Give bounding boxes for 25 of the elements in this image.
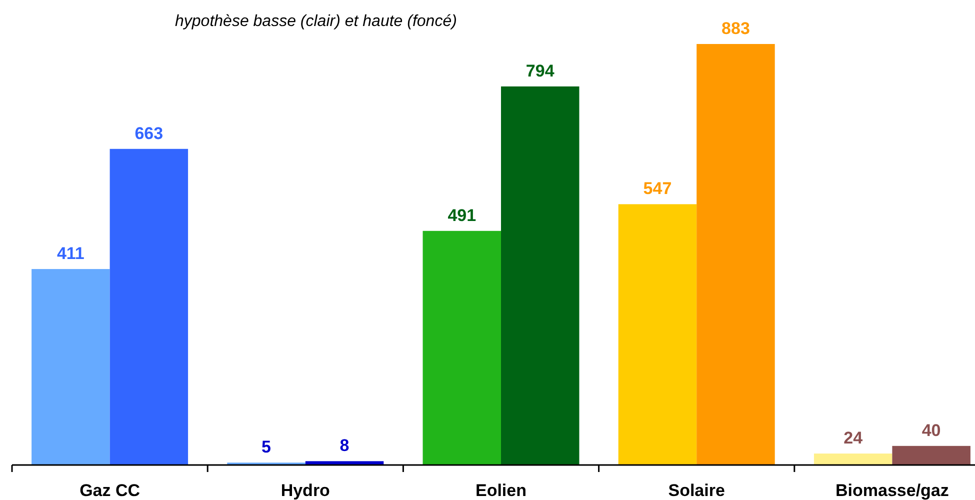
data-label: 411: [56, 244, 84, 264]
bar: [814, 454, 892, 465]
bar: [305, 461, 384, 465]
data-label: 24: [844, 428, 864, 448]
data-label: 663: [134, 124, 164, 143]
data-label: 491: [448, 206, 476, 225]
x-tick-label: Gaz CC: [80, 481, 140, 500]
data-label: 5: [262, 438, 272, 457]
data-label: 40: [922, 420, 941, 440]
bar: [422, 230, 501, 465]
x-tick-label: Solaire: [668, 481, 725, 500]
data-label: 8: [340, 436, 350, 456]
data-label: 547: [643, 179, 672, 198]
bar: [32, 269, 110, 465]
bar: [892, 446, 970, 465]
x-tick-label: Hydro: [280, 481, 330, 500]
data-label: 883: [722, 19, 750, 38]
x-tick-label: Eolien: [475, 481, 527, 500]
bar: [110, 148, 188, 465]
chart-subtitle: hypothèse basse (clair) et haute (foncé): [175, 13, 457, 30]
bar: [501, 86, 580, 465]
bar: [696, 44, 775, 465]
bar: [618, 204, 697, 465]
x-tick-label: Biomasse/gaz: [836, 481, 949, 500]
data-label: 794: [526, 61, 555, 80]
